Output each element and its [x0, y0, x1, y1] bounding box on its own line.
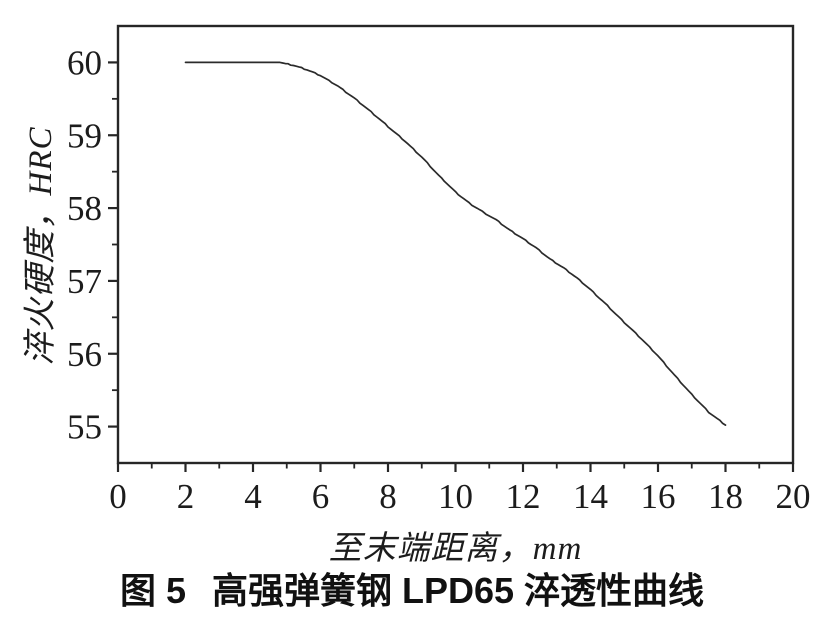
- plot-frame: [116, 24, 795, 465]
- x-tick-label: 2: [177, 477, 195, 516]
- y-axis-title-text: 淬火硬度，HRC: [23, 126, 59, 366]
- x-tick-label: 4: [244, 477, 262, 516]
- y-tick-label: 58: [67, 189, 102, 228]
- y-tick-label: 57: [67, 262, 102, 301]
- x-tick-label: 20: [776, 477, 811, 516]
- x-tick-label: 16: [641, 477, 676, 516]
- x-axis-title: 至末端距离，mm: [118, 521, 793, 569]
- figure-caption: 图 5 高强弹簧钢 LPD65 淬透性曲线: [0, 562, 824, 614]
- x-axis-title-text: 至末端距离，mm: [328, 531, 583, 567]
- y-tick-label: 60: [67, 43, 102, 82]
- x-tick-label: 18: [708, 477, 743, 516]
- x-tick-label: 0: [109, 477, 127, 516]
- y-tick-label: 55: [67, 408, 102, 447]
- hardness-curve: [184, 61, 727, 426]
- y-tick-label: 56: [67, 335, 102, 374]
- caption-number: 图 5: [119, 570, 186, 611]
- x-tick-label: 8: [379, 477, 397, 516]
- caption-title: 高强弹簧钢 LPD65 淬透性曲线: [211, 570, 705, 611]
- x-tick-label: 14: [573, 477, 608, 516]
- x-tick-label: 6: [312, 477, 330, 516]
- x-tick-label: 12: [506, 477, 541, 516]
- y-axis-title: 淬火硬度，HRC: [13, 127, 61, 366]
- x-tick-label: 10: [438, 477, 473, 516]
- y-tick-label: 59: [67, 116, 102, 155]
